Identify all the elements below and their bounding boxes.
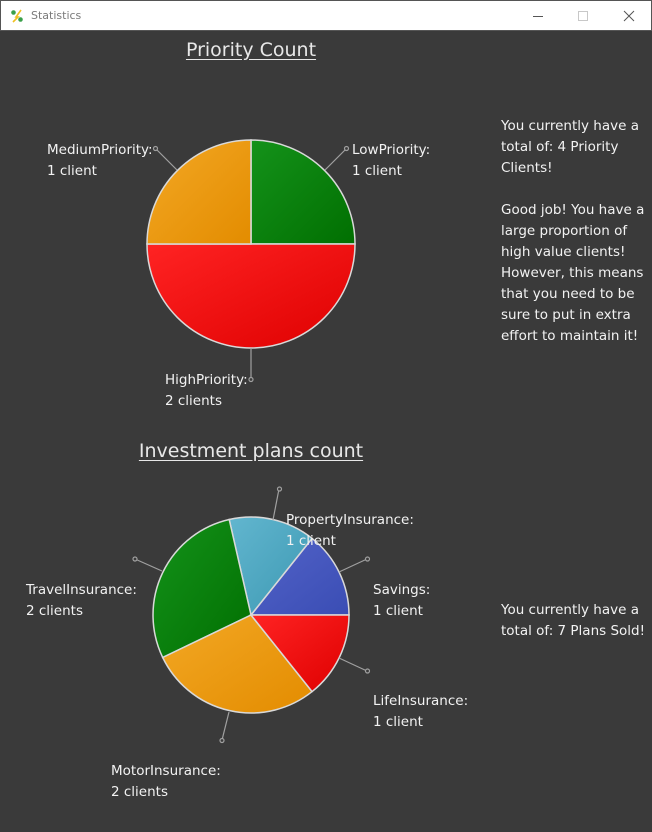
label-motor-insurance-name: MotorInsurance: [111, 763, 221, 779]
investment-pie-chart [152, 516, 350, 714]
label-medium-priority: MediumPriority: 1 client [47, 140, 153, 182]
window-titlebar: Statistics [0, 0, 652, 31]
label-life-insurance-name: LifeInsurance: [373, 693, 469, 709]
label-property-insurance: PropertyInsurance: 1 client [286, 510, 414, 552]
slice-medium-priority[interactable] [146, 139, 252, 245]
charts-canvas [132, 139, 371, 744]
slice-savings[interactable] [249, 537, 350, 616]
label-travel-insurance-value: 2 clients [26, 603, 83, 619]
label-low-priority-name: LowPriority: [352, 142, 431, 158]
slice-life-insurance[interactable] [249, 614, 350, 693]
label-property-insurance-value: 1 client [286, 533, 336, 549]
priority-leader-lines [152, 145, 350, 383]
plans-summary-message: You currently have a total of: 7 Plans S… [501, 602, 646, 639]
label-savings-name: Savings: [373, 582, 431, 598]
label-high-priority: HighPriority: 2 clients [165, 370, 248, 412]
label-medium-priority-name: MediumPriority: [47, 142, 153, 158]
maximize-icon [578, 11, 588, 21]
label-travel-insurance: TravelInsurance: 2 clients [26, 580, 137, 622]
label-high-priority-value: 2 clients [165, 393, 222, 409]
label-motor-insurance: MotorInsurance: 2 clients [111, 761, 221, 803]
investment-chart-title: Investment plans count [138, 440, 364, 462]
maximize-button[interactable] [560, 1, 606, 31]
label-property-insurance-name: PropertyInsurance: [286, 512, 414, 528]
label-medium-priority-value: 1 client [47, 163, 97, 179]
priority-total-text: You currently have a total of: 4 Priorit… [501, 118, 639, 176]
priority-chart-title: Priority Count [185, 39, 317, 61]
priority-summary-message: You currently have a total of: 4 Priorit… [501, 116, 649, 347]
label-savings-value: 1 client [373, 603, 423, 619]
slice-motor-insurance[interactable] [161, 614, 314, 714]
label-low-priority-value: 1 client [352, 163, 402, 179]
close-icon [623, 10, 635, 22]
percent-app-icon [11, 9, 23, 23]
label-low-priority: LowPriority: 1 client [352, 140, 430, 182]
priority-advice-text: Good job! You have a large proportion of… [501, 202, 645, 344]
slice-travel-insurance[interactable] [152, 518, 252, 659]
label-high-priority-name: HighPriority: [165, 372, 248, 388]
statistics-content: Priority Count LowPriority: 1 client Med… [0, 31, 652, 832]
label-motor-insurance-value: 2 clients [111, 784, 168, 800]
slice-high-priority[interactable] [146, 243, 356, 349]
close-button[interactable] [606, 1, 652, 31]
label-savings: Savings: 1 client [373, 580, 430, 622]
slice-low-priority[interactable] [250, 139, 356, 245]
label-travel-insurance-name: TravelInsurance: [26, 582, 137, 598]
label-life-insurance-value: 1 client [373, 714, 423, 730]
window-title: Statistics [31, 9, 82, 22]
investment-leader-lines [132, 486, 371, 744]
priority-pie-chart [146, 139, 356, 349]
minimize-button[interactable] [515, 1, 561, 31]
label-life-insurance: LifeInsurance: 1 client [373, 691, 468, 733]
minimize-icon [533, 16, 543, 17]
